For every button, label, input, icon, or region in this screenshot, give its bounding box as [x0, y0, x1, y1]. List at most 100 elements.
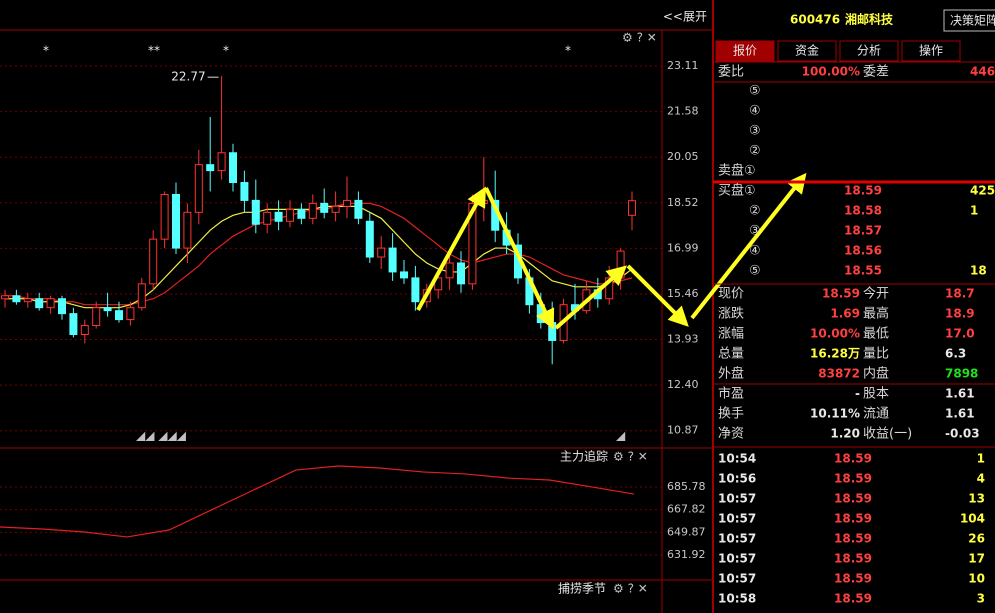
svg-text:*: *: [43, 44, 49, 58]
expand-button[interactable]: <<展开: [663, 10, 707, 24]
y-tick-label: 12.40: [667, 378, 699, 391]
value: 6.3: [945, 347, 966, 361]
tab[interactable]: [901, 40, 961, 62]
trade-price: 18.59: [834, 452, 872, 466]
value: 10.00%: [810, 327, 860, 341]
sell-level: ⑤: [749, 84, 761, 99]
tab[interactable]: [777, 40, 837, 62]
y-tick-label: 21.58: [667, 105, 699, 118]
trade-volume: 17: [968, 552, 985, 566]
matrix-button-label[interactable]: 决策矩阵: [950, 14, 995, 28]
label: 今开: [863, 286, 889, 302]
buy-volume: 425: [970, 184, 995, 198]
candle-body: [377, 247, 386, 258]
y-tick-label: 631.92: [667, 548, 706, 561]
label: 涨跌: [718, 306, 744, 322]
label: 市盈: [718, 386, 744, 402]
indicator-line: [0, 465, 635, 538]
buy-level: ⑤: [749, 264, 761, 279]
label: 量比: [863, 347, 889, 362]
trade-price: 18.59: [834, 472, 872, 486]
buy-volume: 18: [970, 264, 987, 278]
label: 总量: [718, 347, 744, 362]
candle-body: [354, 199, 363, 219]
settings-icon[interactable]: ⚙ ? ✕: [622, 31, 657, 45]
tab-label[interactable]: 报价: [733, 43, 757, 58]
peak-label: 22.77: [171, 70, 205, 84]
candle-body: [126, 307, 135, 321]
sell-level: ②: [749, 144, 761, 159]
tab-label[interactable]: 操作: [919, 43, 943, 58]
candle-body: [23, 298, 32, 303]
y-tick-label: 13.93: [667, 333, 699, 346]
candle-body: [217, 152, 226, 172]
value: 18.9: [945, 307, 975, 321]
label: 委比: [718, 65, 744, 80]
label: 最低: [863, 327, 889, 342]
buy-price: 18.55: [844, 264, 882, 278]
y-tick-label: 667.82: [667, 503, 706, 516]
candle-body: [12, 295, 21, 303]
value: 7898: [945, 367, 978, 381]
candle-body: [331, 205, 340, 213]
candle-body: [400, 271, 408, 279]
buy-price: 18.58: [844, 204, 882, 218]
candle-body: [229, 152, 237, 184]
buy-level: ②: [749, 204, 761, 219]
value: 100.00%: [802, 65, 860, 79]
candle-body: [479, 199, 488, 204]
signal-arrows: ◢◢ ◢◢◢ ◢: [136, 429, 626, 443]
svg-text:◢: ◢: [616, 429, 626, 443]
candle-body: [1, 295, 9, 300]
settings-icon[interactable]: ⚙ ? ✕: [613, 582, 648, 596]
tab[interactable]: [715, 40, 775, 62]
annotation-arrows: [416, 172, 807, 330]
y-tick-label: 685.78: [667, 480, 706, 493]
value: -0.03: [945, 427, 980, 441]
y-tick-label: 16.99: [667, 241, 699, 254]
candle-body: [137, 283, 146, 309]
candle-body: [320, 202, 329, 213]
trade-volume: 26: [968, 532, 985, 546]
candle-body: [445, 262, 454, 279]
candle-body: [194, 164, 203, 213]
candle-body: [149, 238, 158, 285]
value: 446: [970, 65, 995, 79]
label: 外盘: [718, 366, 744, 382]
label: 流通: [863, 407, 889, 422]
value: 18.59: [822, 287, 860, 301]
candle-body: [172, 193, 180, 249]
label: 收益(一): [863, 427, 912, 442]
label: 最高: [863, 306, 889, 322]
candle-body: [103, 307, 112, 312]
stock-name: 湘邮科技: [845, 12, 894, 27]
buy-price: 18.56: [844, 244, 882, 258]
trade-time: 10:56: [718, 472, 756, 486]
candle-body: [92, 307, 101, 327]
label: 委差: [863, 65, 889, 80]
tab-label[interactable]: 资金: [795, 43, 819, 58]
svg-text:*: *: [565, 44, 571, 58]
buy-price: 18.57: [844, 224, 882, 238]
tab-label[interactable]: 分析: [857, 44, 881, 58]
value: 18.7: [945, 287, 975, 301]
y-tick-label: 20.05: [667, 150, 699, 163]
trade-time: 10:57: [718, 532, 756, 546]
markers: * ** * *: [43, 44, 571, 58]
tab[interactable]: [839, 40, 899, 62]
trade-volume: 10: [968, 572, 985, 586]
y-tick-label: 23.11: [667, 59, 699, 72]
buy-level: ④: [749, 244, 761, 259]
candle-body: [308, 202, 317, 219]
sell-level: ④: [749, 104, 761, 119]
candle-body: [183, 211, 192, 249]
candle-body: [160, 193, 169, 240]
buy-volume: 1: [970, 204, 978, 218]
trade-price: 18.59: [834, 512, 872, 526]
settings-icon[interactable]: ⚙ ? ✕: [613, 450, 648, 464]
matrix-button[interactable]: [943, 9, 995, 32]
label: 股本: [863, 387, 889, 402]
